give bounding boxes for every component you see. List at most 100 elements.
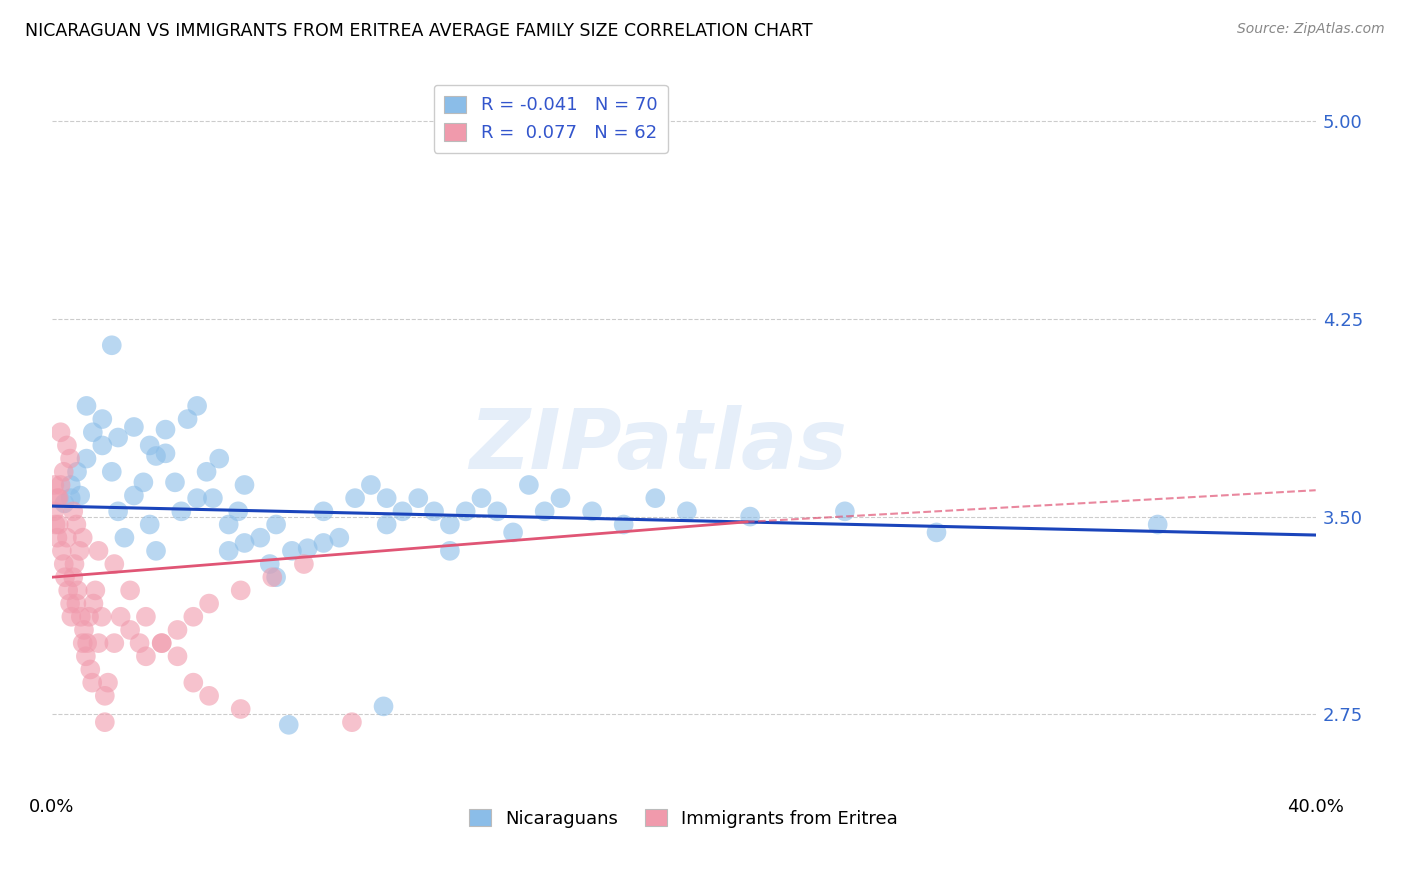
Point: [264, 570, 287, 584]
Point: [262, 570, 284, 584]
Point: [87, 544, 110, 558]
Point: [52, 557, 75, 571]
Point: [76, 451, 98, 466]
Point: [45, 517, 67, 532]
Point: [226, 504, 249, 518]
Point: [46, 531, 69, 545]
Point: [264, 517, 287, 532]
Point: [233, 478, 256, 492]
Point: [101, 465, 124, 479]
Point: [155, 423, 177, 437]
Point: [312, 504, 335, 518]
Point: [65, 597, 87, 611]
Point: [82, 675, 104, 690]
Point: [103, 557, 125, 571]
Point: [110, 609, 132, 624]
Point: [73, 623, 96, 637]
Point: [312, 536, 335, 550]
Point: [249, 531, 271, 545]
Point: [233, 536, 256, 550]
Point: [56, 438, 79, 452]
Point: [423, 504, 446, 518]
Point: [195, 465, 218, 479]
Point: [94, 689, 117, 703]
Point: [138, 438, 160, 452]
Point: [63, 557, 86, 571]
Point: [198, 689, 221, 703]
Point: [59, 597, 82, 611]
Point: [53, 570, 76, 584]
Point: [550, 491, 572, 505]
Point: [170, 504, 193, 518]
Point: [69, 609, 91, 624]
Point: [644, 491, 666, 505]
Text: ZIPatlas: ZIPatlas: [470, 405, 848, 486]
Point: [44, 478, 66, 492]
Point: [135, 649, 157, 664]
Point: [281, 544, 304, 558]
Point: [208, 451, 231, 466]
Point: [229, 702, 252, 716]
Point: [150, 636, 173, 650]
Point: [738, 509, 761, 524]
Point: [76, 399, 98, 413]
Point: [277, 718, 299, 732]
Point: [155, 446, 177, 460]
Point: [676, 504, 699, 518]
Point: [82, 425, 104, 440]
Point: [79, 663, 101, 677]
Point: [150, 636, 173, 650]
Point: [65, 517, 87, 532]
Point: [138, 517, 160, 532]
Point: [360, 478, 382, 492]
Point: [122, 489, 145, 503]
Point: [439, 544, 461, 558]
Point: [581, 504, 603, 518]
Point: [53, 496, 76, 510]
Point: [75, 649, 97, 664]
Point: [84, 583, 107, 598]
Point: [613, 517, 636, 532]
Point: [107, 430, 129, 444]
Point: [373, 699, 395, 714]
Point: [454, 504, 477, 518]
Point: [375, 491, 398, 505]
Point: [77, 609, 100, 624]
Point: [91, 438, 114, 452]
Point: [201, 491, 224, 505]
Point: [69, 544, 91, 558]
Point: [925, 525, 948, 540]
Point: [49, 478, 72, 492]
Point: [344, 491, 367, 505]
Point: [72, 531, 94, 545]
Point: [122, 420, 145, 434]
Point: [145, 449, 167, 463]
Point: [48, 491, 70, 505]
Point: [328, 531, 350, 545]
Point: [297, 541, 319, 556]
Point: [128, 636, 150, 650]
Text: NICARAGUAN VS IMMIGRANTS FROM ERITREA AVERAGE FAMILY SIZE CORRELATION CHART: NICARAGUAN VS IMMIGRANTS FROM ERITREA AV…: [25, 22, 813, 40]
Point: [66, 465, 89, 479]
Point: [229, 583, 252, 598]
Legend: Nicaraguans, Immigrants from Eritrea: Nicaraguans, Immigrants from Eritrea: [463, 802, 905, 835]
Point: [181, 675, 204, 690]
Point: [533, 504, 555, 518]
Point: [72, 636, 94, 650]
Point: [69, 489, 91, 503]
Point: [101, 338, 124, 352]
Point: [59, 478, 82, 492]
Point: [186, 491, 208, 505]
Point: [76, 636, 98, 650]
Point: [834, 504, 856, 518]
Point: [103, 636, 125, 650]
Point: [132, 475, 155, 490]
Point: [91, 412, 114, 426]
Point: [44, 504, 66, 518]
Point: [502, 525, 524, 540]
Point: [145, 544, 167, 558]
Point: [1146, 517, 1168, 532]
Point: [59, 451, 82, 466]
Point: [62, 504, 84, 518]
Point: [94, 715, 117, 730]
